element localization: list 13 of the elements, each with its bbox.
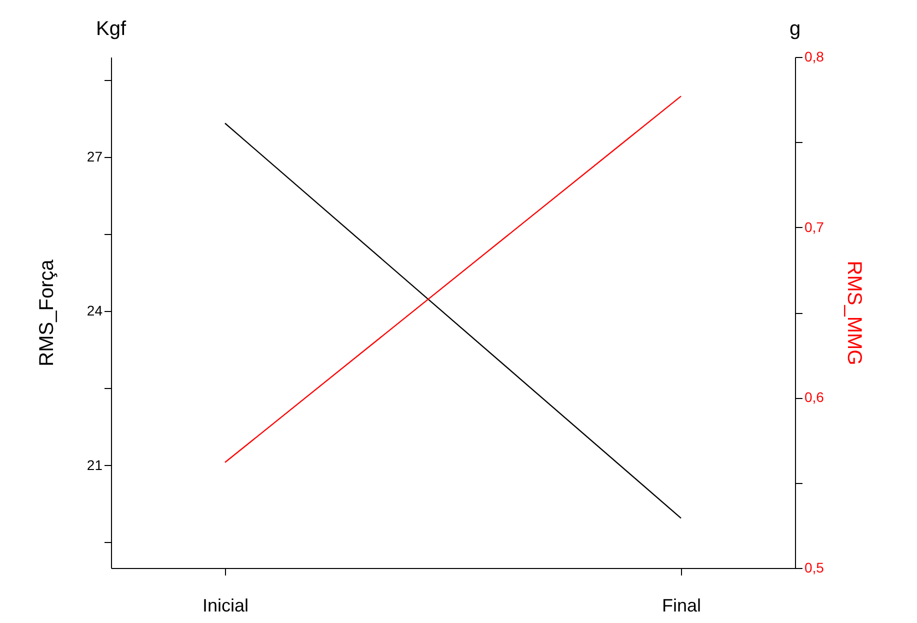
y2-tick-label: 0,5 — [804, 560, 824, 576]
x-tick-label: Inicial — [202, 596, 249, 616]
y2-tick-label: 0,7 — [804, 218, 824, 235]
y-tick-label: 27 — [86, 148, 103, 165]
y2-axis-title: RMS_MMG — [842, 260, 865, 366]
x-tick-label: Final — [662, 596, 702, 616]
y2-tick-label: 0,8 — [804, 48, 824, 64]
text: Kgf — [96, 18, 126, 40]
text: g — [789, 18, 801, 40]
y-tick-label: 21 — [86, 456, 103, 473]
y-axis-title: RMS_Força — [36, 258, 58, 366]
y-tick-label: 24 — [86, 302, 103, 319]
y2-tick-label: 0,6 — [804, 389, 824, 406]
